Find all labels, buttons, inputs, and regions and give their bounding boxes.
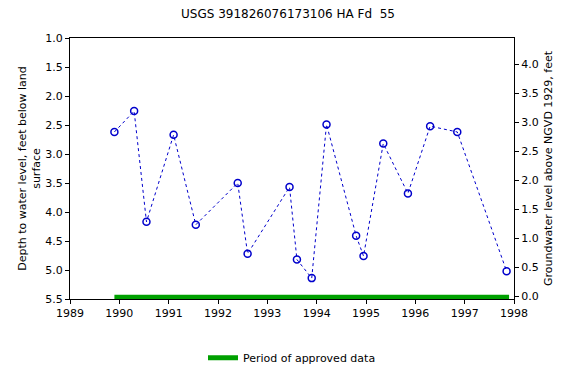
svg-text:4.0: 4.0: [521, 58, 539, 71]
svg-text:USGS 391826076173106 HA Fd 55: USGS 391826076173106 HA Fd 55: [181, 7, 395, 21]
svg-text:1.0: 1.0: [521, 232, 539, 245]
svg-text:1991: 1991: [155, 307, 183, 320]
svg-text:1990: 1990: [105, 307, 133, 320]
svg-text:Period of approved data: Period of approved data: [243, 352, 375, 365]
svg-text:3.5: 3.5: [45, 177, 63, 190]
svg-text:2.0: 2.0: [45, 90, 63, 103]
svg-text:1998: 1998: [500, 307, 528, 320]
svg-text:Depth to water level, feet bel: Depth to water level, feet below landsur…: [16, 66, 43, 271]
svg-text:1994: 1994: [303, 307, 331, 320]
svg-text:1.0: 1.0: [45, 32, 63, 45]
svg-text:1996: 1996: [401, 307, 429, 320]
svg-text:1992: 1992: [204, 307, 232, 320]
svg-text:1993: 1993: [253, 307, 281, 320]
svg-text:5.0: 5.0: [45, 264, 63, 277]
svg-text:0.0: 0.0: [521, 290, 539, 303]
svg-text:0.5: 0.5: [521, 261, 539, 274]
svg-text:Groundwater level above NGVD 1: Groundwater level above NGVD 1929, feet: [542, 50, 555, 286]
svg-text:1995: 1995: [352, 307, 380, 320]
svg-text:4.5: 4.5: [45, 235, 63, 248]
svg-text:2.0: 2.0: [521, 174, 539, 187]
svg-text:3.0: 3.0: [45, 148, 63, 161]
svg-text:3.0: 3.0: [521, 116, 539, 129]
svg-text:5.5: 5.5: [45, 293, 63, 306]
svg-text:1997: 1997: [451, 307, 479, 320]
svg-text:1989: 1989: [56, 307, 84, 320]
svg-text:1.5: 1.5: [521, 203, 539, 216]
svg-text:4.0: 4.0: [45, 206, 63, 219]
svg-text:3.5: 3.5: [521, 87, 539, 100]
svg-text:1.5: 1.5: [45, 61, 63, 74]
svg-text:2.5: 2.5: [45, 119, 63, 132]
svg-text:2.5: 2.5: [521, 145, 539, 158]
